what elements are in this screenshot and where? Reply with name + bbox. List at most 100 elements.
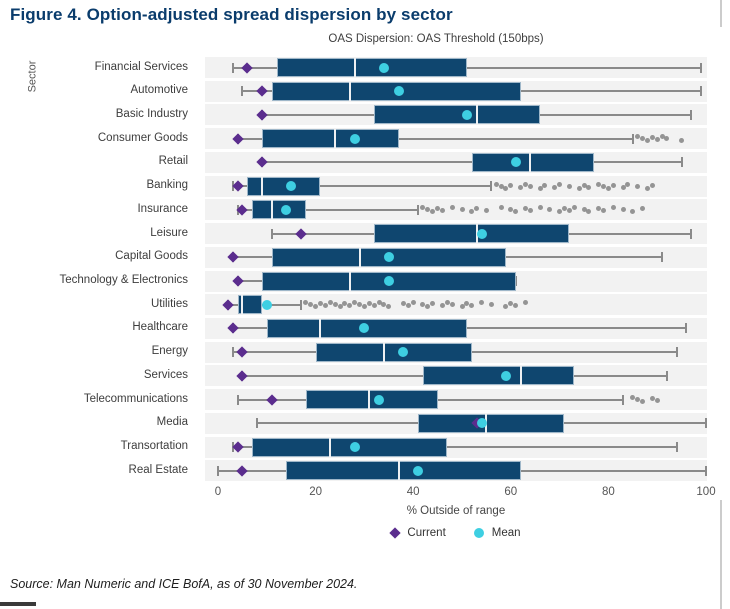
outlier-point bbox=[430, 301, 436, 307]
y-tick-label: Real Estate bbox=[128, 463, 188, 476]
outlier-point bbox=[527, 208, 533, 214]
mean-marker bbox=[383, 276, 394, 286]
iqr-box bbox=[305, 390, 438, 410]
outlier-point bbox=[488, 302, 494, 308]
page-edge-line-bottom bbox=[720, 500, 722, 609]
outlier-point bbox=[513, 303, 519, 309]
y-tick-label: Utilities bbox=[150, 297, 188, 310]
whisker-line bbox=[261, 161, 682, 164]
outlier-point bbox=[420, 205, 426, 211]
median-line bbox=[241, 295, 244, 315]
median-line bbox=[319, 318, 322, 338]
outlier-point bbox=[649, 396, 655, 402]
outlier-point bbox=[513, 209, 519, 215]
outlier-point bbox=[352, 300, 358, 306]
outlier-point bbox=[625, 181, 631, 187]
mean-marker bbox=[510, 157, 521, 168]
y-tick-label: Retail bbox=[158, 155, 188, 168]
iqr-box bbox=[276, 58, 467, 77]
outlier-point bbox=[640, 206, 646, 212]
y-tick-label: Services bbox=[143, 368, 188, 381]
outlier-point bbox=[576, 185, 582, 191]
mean-marker bbox=[461, 109, 472, 120]
outlier-point bbox=[425, 304, 431, 310]
y-tick-label: Healthcare bbox=[132, 321, 188, 334]
outlier-point bbox=[610, 182, 616, 188]
mean-marker bbox=[476, 228, 487, 239]
outlier-point bbox=[386, 304, 392, 310]
median-line bbox=[382, 342, 385, 362]
outlier-point bbox=[327, 300, 333, 306]
outlier-point bbox=[508, 207, 514, 213]
outlier-point bbox=[601, 208, 607, 214]
whisker-cap-high bbox=[690, 109, 693, 120]
outlier-point bbox=[459, 207, 465, 213]
outlier-point bbox=[479, 300, 485, 306]
outlier-point bbox=[537, 185, 543, 191]
median-line bbox=[368, 390, 371, 410]
outlier-point bbox=[342, 301, 348, 307]
outlier-point bbox=[435, 206, 441, 212]
outlier-point bbox=[586, 209, 592, 215]
mean-marker bbox=[349, 133, 360, 144]
outlier-point bbox=[654, 398, 660, 404]
mean-marker bbox=[286, 181, 297, 192]
outlier-point bbox=[366, 301, 372, 307]
outlier-point bbox=[337, 304, 343, 310]
diamond-icon bbox=[389, 527, 402, 539]
whisker-cap-high bbox=[705, 418, 707, 429]
iqr-box bbox=[471, 152, 594, 172]
outlier-point bbox=[620, 207, 626, 213]
whisker-cap-low bbox=[241, 86, 244, 97]
outlier-point bbox=[405, 303, 411, 309]
outlier-point bbox=[557, 209, 563, 215]
outlier-point bbox=[430, 209, 436, 215]
y-tick-label: Automotive bbox=[130, 84, 188, 97]
iqr-box bbox=[286, 461, 521, 481]
outlier-point bbox=[522, 181, 528, 187]
outlier-point bbox=[498, 183, 504, 189]
outlier-point bbox=[459, 304, 465, 310]
y-tick-label: Financial Services bbox=[94, 60, 188, 73]
iqr-box bbox=[374, 105, 541, 125]
x-tick-label: 60 bbox=[504, 486, 518, 498]
outlier-point bbox=[581, 207, 587, 213]
median-line bbox=[334, 129, 337, 149]
mean-marker bbox=[359, 323, 370, 334]
y-tick-label: Banking bbox=[146, 179, 188, 192]
iqr-box bbox=[422, 366, 575, 386]
outlier-point bbox=[303, 300, 309, 306]
whisker-cap-high bbox=[700, 62, 703, 73]
legend-item-current: Current bbox=[389, 527, 446, 539]
outlier-point bbox=[322, 303, 328, 309]
whisker-line bbox=[232, 66, 702, 69]
iqr-box bbox=[247, 176, 321, 196]
outlier-point bbox=[371, 303, 377, 309]
median-line bbox=[353, 58, 356, 77]
outlier-point bbox=[449, 302, 455, 308]
median-line bbox=[348, 271, 351, 291]
outlier-point bbox=[493, 181, 499, 187]
median-line bbox=[329, 437, 332, 457]
mean-marker bbox=[383, 252, 394, 263]
median-line bbox=[260, 176, 263, 196]
whisker-cap-high bbox=[631, 133, 634, 144]
outlier-point bbox=[376, 300, 382, 306]
outlier-point bbox=[357, 302, 363, 308]
whisker-cap-low bbox=[236, 394, 239, 405]
outlier-point bbox=[566, 183, 572, 189]
outlier-point bbox=[596, 206, 602, 212]
outlier-point bbox=[635, 183, 641, 189]
y-tick-label: Consumer Goods bbox=[97, 131, 188, 144]
x-tick-label: 0 bbox=[214, 486, 222, 498]
whisker-cap-high bbox=[299, 299, 302, 310]
whisker-cap-high bbox=[514, 276, 517, 286]
whisker-cap-high bbox=[675, 347, 678, 358]
y-tick-label: Media bbox=[156, 416, 188, 429]
outlier-point bbox=[498, 205, 504, 211]
outlier-point bbox=[469, 209, 475, 215]
outlier-point bbox=[347, 303, 353, 309]
outlier-point bbox=[649, 135, 655, 141]
mean-marker bbox=[413, 465, 424, 476]
whisker-cap-high bbox=[705, 465, 707, 476]
